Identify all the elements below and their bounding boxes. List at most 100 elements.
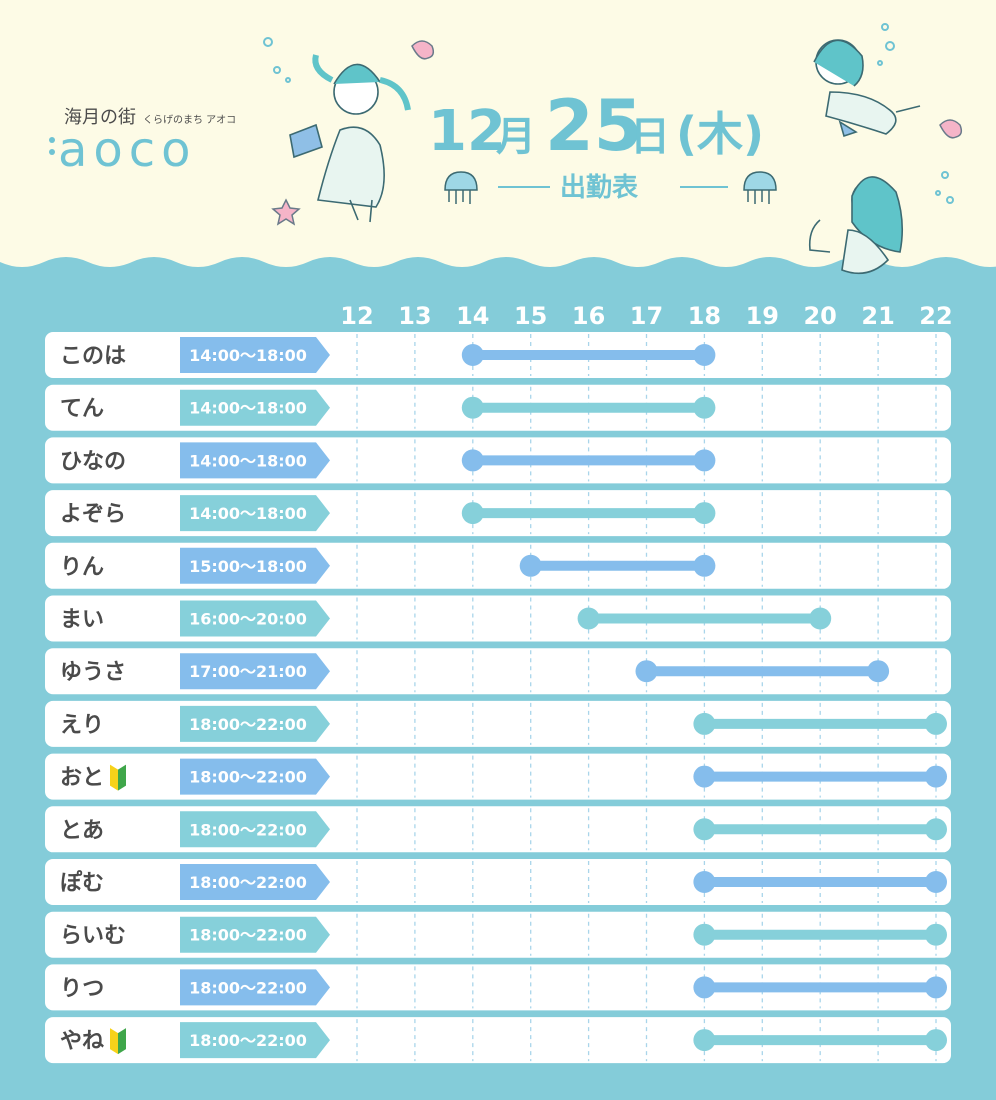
x-tick-label: 12 (340, 302, 373, 330)
beginner-mark-icon (110, 764, 126, 791)
character-illustration-left (289, 54, 411, 223)
x-tick-label: 13 (398, 302, 431, 330)
shift-end-point (925, 765, 947, 788)
row-name: やね (60, 1029, 104, 1054)
x-tick-label: 18 (688, 302, 721, 330)
schedule-row: てん 14:00～18:00 (45, 384, 951, 431)
row-name: りつ (60, 976, 104, 1001)
time-label: 16:00～20:00 (189, 610, 307, 629)
schedule-row: よぞら 14:00～18:00 (45, 490, 951, 537)
time-label-tag (180, 916, 330, 953)
row-name: まい (60, 608, 104, 633)
row-name: よぞら (60, 502, 126, 527)
time-label: 14:00～18:00 (189, 451, 307, 470)
shell-decoration (411, 40, 963, 139)
x-tick-label: 17 (630, 302, 663, 330)
shift-end-point (693, 449, 716, 472)
x-tick-label: 16 (572, 302, 605, 330)
time-label-tag (180, 600, 330, 637)
schedule-row: やね 18:00～22:00 (45, 1017, 951, 1064)
starfish-icon (271, 198, 301, 226)
schedule-row: りつ 18:00～22:00 (45, 964, 951, 1011)
character-illustration-right-top (813, 39, 921, 138)
time-label: 14:00～18:00 (189, 504, 307, 523)
time-label-tag (180, 389, 330, 426)
time-label: 17:00～21:00 (189, 662, 307, 681)
shift-start-point (693, 923, 716, 946)
schedule-row: まい 16:00～20:00 (45, 595, 951, 642)
title-day-char: 日 (630, 114, 670, 160)
time-label: 14:00～18:00 (189, 399, 307, 418)
shift-start-point (461, 502, 484, 525)
brand-name-jp: 海月の街 (64, 107, 136, 128)
x-tick-label: 21 (861, 302, 894, 330)
schedule-row: ぽむ 18:00～22:00 (45, 859, 951, 905)
row-name: ぽむ (60, 870, 104, 896)
schedule-rows: このは 14:00～18:00 てん 14:00～18:00 ひなの 14:00～18:0… (45, 332, 951, 1064)
row-name: りん (60, 555, 104, 580)
bubbles-decoration (263, 23, 954, 204)
shift-end-point (925, 1029, 947, 1052)
shift-start-point (461, 449, 484, 472)
shift-end-point (925, 712, 947, 735)
x-axis-ticks: 12 13 14 15 16 17 18 19 20 21 22 (340, 302, 952, 330)
schedule-row: このは 14:00～18:00 (45, 332, 951, 378)
character-illustration-right-bottom (808, 176, 904, 275)
shift-end-point (867, 660, 890, 683)
schedule-row: らいむ 18:00～22:00 (45, 911, 951, 958)
time-label-tag (180, 864, 330, 900)
title-month: 12 (428, 99, 506, 164)
shift-start-point (693, 765, 716, 788)
shift-end-point (693, 344, 716, 366)
schedule-row: ひなの 14:00～18:00 (45, 437, 951, 484)
title-weekday: (木) (676, 107, 764, 161)
time-label: 18:00～22:00 (189, 978, 307, 997)
title-month-char: 月 (496, 114, 536, 160)
schedule-row: ゆうさ 17:00～21:00 (45, 648, 951, 695)
time-label: 18:00～22:00 (189, 768, 307, 787)
x-tick-label: 14 (456, 302, 489, 330)
shift-start-point (635, 660, 658, 683)
x-tick-label: 19 (746, 302, 779, 330)
time-label-tag (180, 758, 330, 795)
x-tick-label: 22 (919, 302, 952, 330)
shift-end-point (925, 923, 947, 946)
time-label: 15:00～18:00 (189, 557, 307, 576)
time-label-tag (180, 653, 330, 690)
time-label-tag (180, 969, 330, 1006)
shift-end-point (693, 396, 716, 419)
shift-start-point (693, 871, 716, 893)
time-label: 18:00～22:00 (189, 715, 307, 734)
time-label-tag (180, 1022, 330, 1059)
row-name: このは (60, 344, 126, 369)
shift-end-point (693, 554, 716, 577)
row-name: おと (60, 766, 104, 791)
shift-start-point (577, 607, 600, 630)
brand-logo: aoco (58, 122, 197, 178)
jellyfish-icon-right (743, 171, 777, 204)
time-label-tag (180, 337, 330, 373)
schedule-row: おと 18:00～22:00 (45, 753, 951, 800)
shift-end-point (925, 976, 947, 999)
shift-start-point (693, 1029, 716, 1052)
shift-start-point (519, 554, 542, 577)
shift-end-point (925, 818, 947, 841)
time-label-tag (180, 705, 330, 742)
shift-end-point (809, 607, 832, 630)
time-label-tag (180, 442, 330, 479)
shift-end-point (693, 502, 716, 525)
time-label: 14:00～18:00 (189, 346, 307, 365)
beginner-mark-icon (110, 1028, 126, 1055)
time-label: 18:00～22:00 (189, 1031, 307, 1050)
page-subtitle: 出勤表 (560, 173, 639, 203)
shift-end-point (925, 871, 947, 893)
time-label: 18:00～22:00 (189, 820, 307, 839)
shift-start-point (693, 712, 716, 735)
row-name: とあ (60, 818, 104, 843)
time-label-tag (180, 547, 330, 584)
shift-start-point (461, 396, 484, 419)
jellyfish-icon-left (444, 171, 478, 204)
shift-start-point (693, 976, 716, 999)
time-label-tag (180, 811, 330, 848)
